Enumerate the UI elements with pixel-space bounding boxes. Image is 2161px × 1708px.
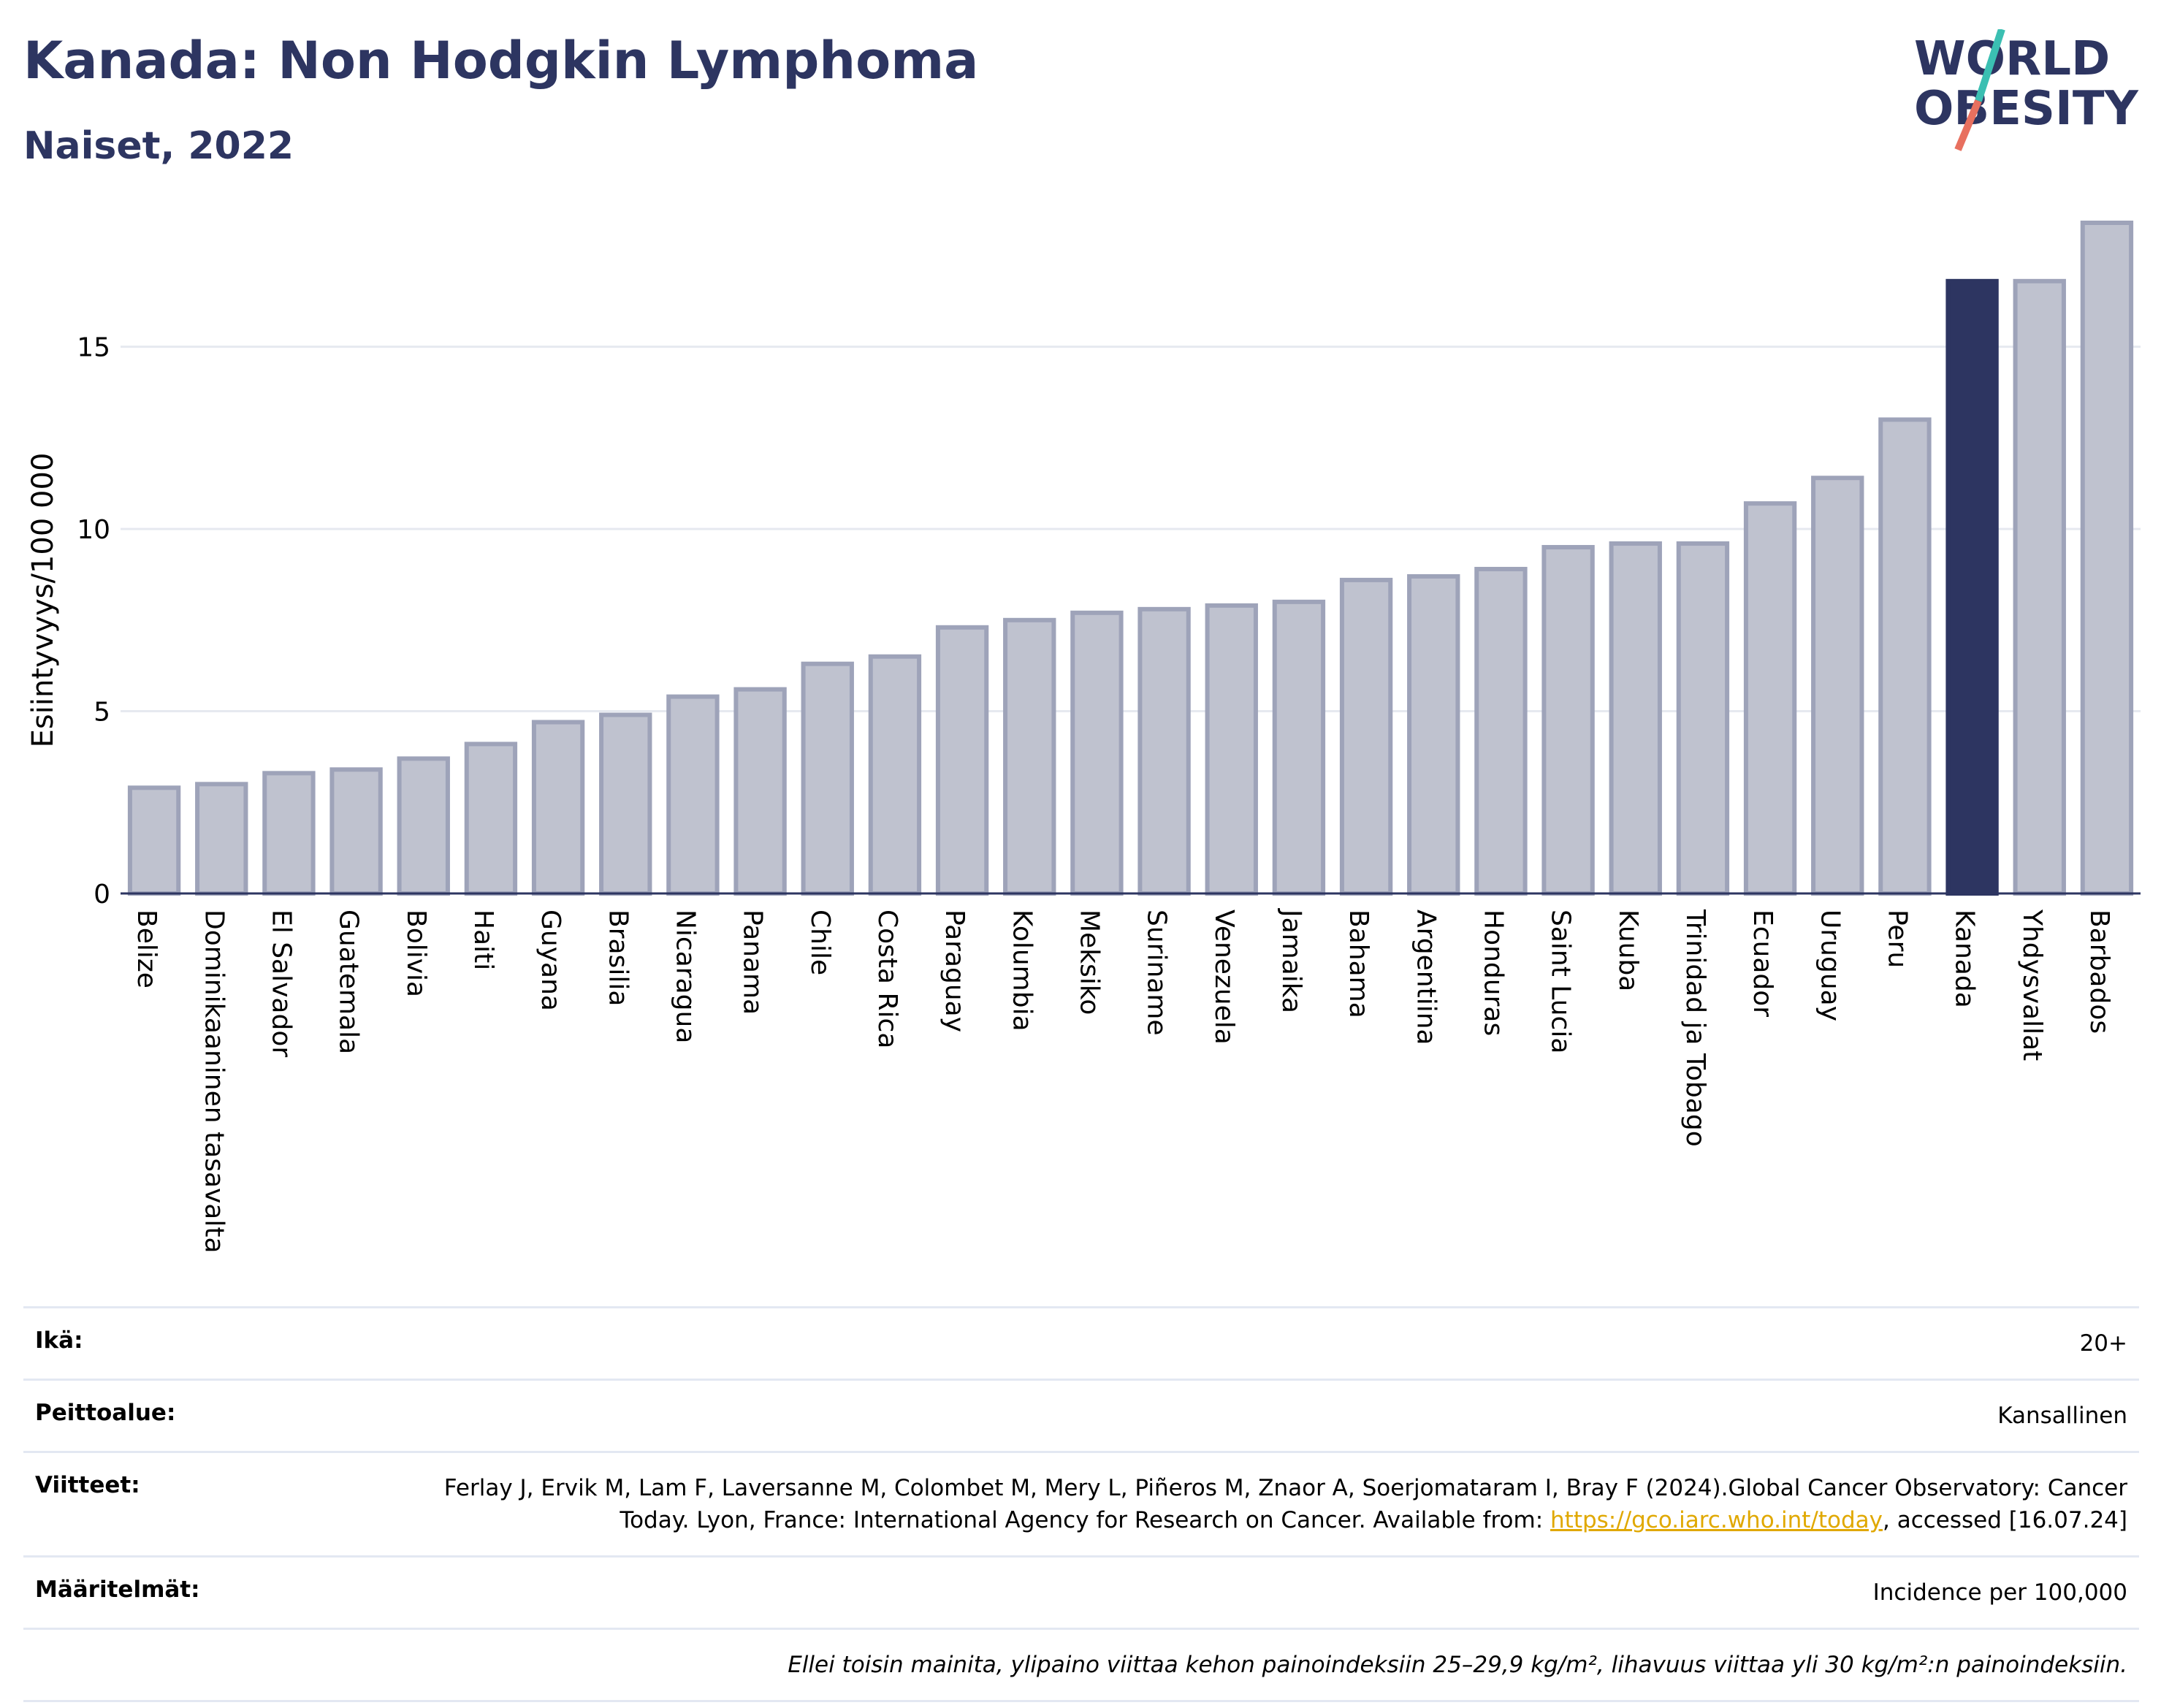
bar-panama[interactable] (733, 687, 787, 896)
metadata-table: Ikä: 20+ Peittoalue: Kansallinen Viittee… (23, 1306, 2139, 1702)
bar-honduras[interactable] (1474, 566, 1528, 896)
x-tick-label: Suriname (1142, 910, 1172, 1036)
x-tick-label: Paraguay (940, 910, 969, 1032)
y-axis-label: Esiintyvyys/100 000 (26, 453, 60, 748)
x-tick-label: Guyana (536, 910, 565, 1011)
x-tick-label: El Salvador (266, 910, 296, 1057)
bar-bahama[interactable] (1339, 577, 1393, 896)
x-tick-label: Panama (738, 910, 768, 1015)
x-tick-label: Nicaragua (670, 910, 700, 1043)
chart-subtitle: Naiset, 2022 (23, 124, 294, 168)
chart-gridlines (121, 346, 2141, 713)
x-tick-label: Yhdysvallat (2017, 909, 2047, 1061)
x-tick-label: Meksiko (1074, 910, 1104, 1015)
logo-slash-bottom (1954, 99, 1982, 151)
x-tick-label: Guatemala (334, 910, 364, 1054)
bar-costa-rica[interactable] (868, 654, 922, 896)
chart-bars (127, 220, 2134, 896)
meta-row-age: Ikä: 20+ (23, 1306, 2139, 1379)
y-tick-label: 10 (77, 515, 110, 545)
y-tick-label: 0 (94, 880, 110, 910)
bar-trinidad-ja-tobago[interactable] (1676, 541, 1730, 896)
x-tick-label: Venezuela (1209, 910, 1239, 1045)
coverage-value: Kansallinen (1997, 1403, 2127, 1429)
bar-haiti[interactable] (464, 741, 518, 896)
bar-argentiina[interactable] (1407, 573, 1460, 896)
x-axis-ticks: Belize Dominikaaninen tasavalta El Salvado… (132, 908, 2114, 1254)
bar-jamaika[interactable] (1272, 599, 1326, 896)
references-value: Ferlay J, Ervik M, Lam F, Laversanne M, … (432, 1472, 2127, 1536)
meta-row-note: Ellei toisin mainita, ylipaino viittaa k… (23, 1628, 2139, 1702)
bar-peru[interactable] (1878, 417, 1932, 896)
x-tick-label: Trinidad ja Tobago (1680, 909, 1710, 1147)
x-tick-label: Brasilia (603, 910, 633, 1006)
bar-belize[interactable] (127, 785, 181, 896)
age-value: 20+ (2079, 1330, 2127, 1357)
definitions-label: Määritelmät: (35, 1577, 200, 1603)
x-tick-label: Honduras (1478, 910, 1508, 1036)
bar-dominikaaninen-tasavalta[interactable] (195, 782, 248, 896)
meta-row-coverage: Peittoalue: Kansallinen (23, 1379, 2139, 1451)
x-tick-label: Dominikaaninen tasavalta (199, 910, 229, 1254)
bar-kolumbia[interactable] (1003, 617, 1056, 896)
logo-text-obesity: OBESITY (1914, 82, 2138, 136)
bar-guyana[interactable] (531, 720, 585, 896)
x-tick-label: Peru (1882, 910, 1912, 968)
bar-yhdysvallat[interactable] (2013, 278, 2066, 896)
bar-kuuba[interactable] (1609, 541, 1662, 896)
x-tick-label: Kolumbia (1007, 910, 1037, 1032)
bar-el-salvador[interactable] (262, 771, 316, 896)
bar-uruguay[interactable] (1811, 476, 1864, 896)
bar-suriname[interactable] (1137, 606, 1191, 896)
bar-venezuela[interactable] (1205, 603, 1258, 896)
x-tick-label: Kuuba (1613, 910, 1643, 991)
bar-paraguay[interactable] (935, 625, 989, 896)
bar-meksiko[interactable] (1070, 610, 1124, 896)
x-tick-label: Costa Rica (872, 910, 902, 1048)
x-tick-label: Bahama (1344, 910, 1373, 1018)
bar-bolivia[interactable] (397, 756, 450, 896)
y-tick-label: 15 (77, 333, 110, 363)
world-obesity-logo: WORLD OBESITY (1914, 29, 2138, 151)
x-tick-label: Uruguay (1815, 910, 1845, 1021)
meta-row-references: Viitteet: Ferlay J, Ervik M, Lam F, Lave… (23, 1451, 2139, 1555)
chart-title: Kanada: Non Hodgkin Lymphoma (23, 31, 979, 91)
x-tick-label: Ecuador (1748, 910, 1777, 1017)
bar-barbados[interactable] (2080, 220, 2134, 896)
meta-row-definitions: Määritelmät: Incidence per 100,000 (23, 1555, 2139, 1628)
y-tick-label: 5 (94, 698, 110, 728)
bar-ecuador[interactable] (1743, 501, 1797, 896)
age-label: Ikä: (35, 1327, 83, 1354)
x-tick-label: Belize (132, 910, 161, 988)
logo-slash-top (1975, 29, 2005, 102)
coverage-label: Peittoalue: (35, 1400, 176, 1426)
bar-saint-lucia[interactable] (1541, 545, 1595, 896)
x-tick-label: Barbados (2084, 910, 2114, 1034)
x-tick-label: Argentiina (1411, 910, 1441, 1045)
references-text-1: Ferlay J, Ervik M, Lam F, Laversanne M, … (443, 1475, 2127, 1533)
bar-kanada[interactable] (1945, 278, 1999, 896)
x-tick-label: Bolivia (401, 910, 431, 997)
bar-guatemala[interactable] (329, 767, 383, 896)
logo-text-world: WORLD (1914, 32, 2110, 86)
definitions-value: Incidence per 100,000 (1872, 1579, 2127, 1606)
y-axis-ticks: 0 5 10 15 (77, 333, 110, 910)
bar-nicaragua[interactable] (666, 694, 720, 896)
x-tick-label: Kanada (1950, 910, 1980, 1008)
references-text-2: , accessed [16.07.24] (1882, 1507, 2127, 1533)
references-label: Viitteet: (35, 1472, 140, 1498)
references-link[interactable]: https://gco.iarc.who.int/today (1550, 1507, 1883, 1533)
x-tick-label: Chile (805, 910, 835, 975)
x-tick-label: Jamaika (1276, 908, 1306, 1013)
x-tick-label: Saint Lucia (1546, 910, 1576, 1053)
bar-chart: 0 5 10 15 Belize Dominikaaninen tasavalta El … (26, 220, 2141, 1254)
x-tick-label: Haiti (468, 910, 498, 970)
bar-chile[interactable] (801, 661, 854, 896)
footnote: Ellei toisin mainita, ylipaino viittaa k… (788, 1652, 2127, 1678)
bar-brasilia[interactable] (599, 712, 652, 896)
